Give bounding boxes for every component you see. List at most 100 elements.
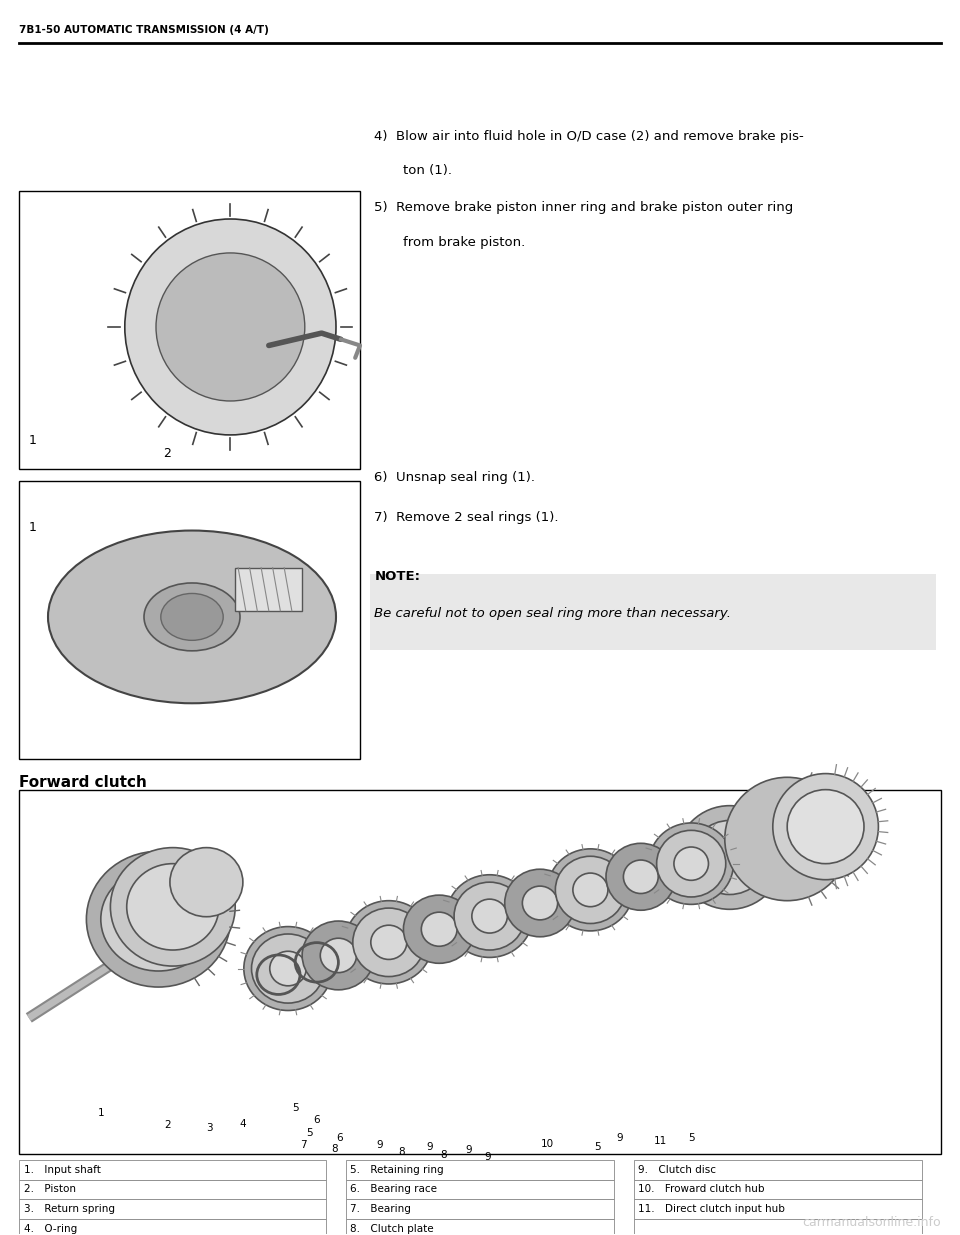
Text: 5: 5 bbox=[293, 1103, 299, 1113]
Ellipse shape bbox=[321, 939, 356, 973]
Text: 6: 6 bbox=[337, 1132, 343, 1142]
Text: carmanualsonline.info: carmanualsonline.info bbox=[803, 1216, 941, 1229]
Bar bbox=[634, 1179, 922, 1199]
Ellipse shape bbox=[125, 219, 336, 435]
Ellipse shape bbox=[127, 863, 219, 950]
Bar bbox=[634, 1160, 922, 1179]
Ellipse shape bbox=[674, 847, 708, 881]
Text: 2: 2 bbox=[163, 447, 171, 459]
Ellipse shape bbox=[623, 860, 659, 893]
Ellipse shape bbox=[101, 867, 216, 971]
Text: 1: 1 bbox=[29, 435, 36, 447]
Ellipse shape bbox=[120, 882, 197, 956]
Bar bbox=[19, 191, 360, 469]
Bar bbox=[346, 1160, 614, 1179]
Text: 5: 5 bbox=[688, 1132, 694, 1142]
Text: 5: 5 bbox=[594, 1142, 600, 1152]
Ellipse shape bbox=[86, 851, 230, 987]
Text: 9: 9 bbox=[616, 1132, 622, 1142]
Ellipse shape bbox=[156, 253, 304, 401]
Ellipse shape bbox=[446, 874, 533, 957]
Ellipse shape bbox=[454, 882, 525, 950]
Ellipse shape bbox=[252, 934, 324, 1003]
Ellipse shape bbox=[787, 789, 864, 863]
Text: 9: 9 bbox=[485, 1152, 491, 1162]
Bar bbox=[19, 1160, 326, 1179]
Bar bbox=[346, 1199, 614, 1219]
Text: 9: 9 bbox=[427, 1142, 433, 1152]
Text: Forward clutch: Forward clutch bbox=[19, 774, 147, 790]
Ellipse shape bbox=[371, 925, 407, 960]
Ellipse shape bbox=[649, 823, 733, 904]
Text: 5: 5 bbox=[306, 1128, 312, 1137]
Text: 7. Bearing: 7. Bearing bbox=[350, 1204, 411, 1214]
Ellipse shape bbox=[302, 921, 374, 989]
Ellipse shape bbox=[657, 830, 726, 897]
Ellipse shape bbox=[677, 805, 782, 909]
Ellipse shape bbox=[606, 844, 676, 910]
Text: 7B1-50 AUTOMATIC TRANSMISSION (4 A/T): 7B1-50 AUTOMATIC TRANSMISSION (4 A/T) bbox=[19, 25, 269, 35]
Ellipse shape bbox=[555, 856, 626, 924]
Text: 8: 8 bbox=[441, 1150, 446, 1160]
Bar bbox=[235, 568, 302, 611]
Text: 4)  Blow air into fluid hole in O/D case (2) and remove brake pis-: 4) Blow air into fluid hole in O/D case … bbox=[374, 130, 804, 142]
Bar bbox=[346, 1219, 614, 1235]
Ellipse shape bbox=[547, 848, 634, 931]
Text: 11: 11 bbox=[654, 1136, 667, 1146]
Bar bbox=[19, 1199, 326, 1219]
Ellipse shape bbox=[270, 951, 306, 986]
Text: 5. Retaining ring: 5. Retaining ring bbox=[350, 1165, 444, 1174]
Bar bbox=[19, 482, 360, 758]
Ellipse shape bbox=[110, 847, 235, 966]
Ellipse shape bbox=[345, 900, 432, 984]
Ellipse shape bbox=[144, 583, 240, 651]
Ellipse shape bbox=[573, 873, 608, 906]
Text: 4: 4 bbox=[240, 1119, 246, 1129]
Bar bbox=[19, 1179, 326, 1199]
Text: 8. Clutch plate: 8. Clutch plate bbox=[350, 1224, 434, 1234]
Bar bbox=[634, 1199, 922, 1219]
Bar bbox=[19, 789, 941, 1153]
Text: 1. Input shaft: 1. Input shaft bbox=[24, 1165, 101, 1174]
Ellipse shape bbox=[522, 885, 558, 920]
Bar bbox=[19, 1219, 326, 1235]
Text: 11. Direct clutch input hub: 11. Direct clutch input hub bbox=[638, 1204, 785, 1214]
Text: from brake piston.: from brake piston. bbox=[403, 236, 525, 248]
Ellipse shape bbox=[403, 895, 475, 963]
Ellipse shape bbox=[725, 777, 850, 900]
Text: 6: 6 bbox=[314, 1115, 320, 1125]
Ellipse shape bbox=[170, 847, 243, 916]
Text: 8: 8 bbox=[398, 1147, 404, 1157]
Text: 8: 8 bbox=[331, 1144, 337, 1153]
Ellipse shape bbox=[244, 926, 332, 1010]
Text: NOTE:: NOTE: bbox=[374, 571, 420, 583]
Text: 1: 1 bbox=[29, 520, 36, 534]
Bar bbox=[346, 1179, 614, 1199]
Text: 9. Clutch disc: 9. Clutch disc bbox=[638, 1165, 716, 1174]
Text: 5)  Remove brake piston inner ring and brake piston outer ring: 5) Remove brake piston inner ring and br… bbox=[374, 201, 794, 214]
Text: 9: 9 bbox=[466, 1145, 471, 1155]
Ellipse shape bbox=[161, 594, 223, 640]
Text: 3. Return spring: 3. Return spring bbox=[24, 1204, 115, 1214]
Text: 10. Froward clutch hub: 10. Froward clutch hub bbox=[638, 1184, 765, 1194]
Ellipse shape bbox=[472, 899, 507, 934]
Ellipse shape bbox=[691, 820, 768, 894]
Ellipse shape bbox=[421, 913, 457, 946]
Text: 6. Bearing race: 6. Bearing race bbox=[350, 1184, 438, 1194]
Text: 1: 1 bbox=[98, 1108, 104, 1118]
Text: 2. Piston: 2. Piston bbox=[24, 1184, 76, 1194]
Text: 3: 3 bbox=[206, 1123, 212, 1132]
Text: 4. O-ring: 4. O-ring bbox=[24, 1224, 77, 1234]
Text: ton (1).: ton (1). bbox=[403, 164, 452, 177]
Text: 7)  Remove 2 seal rings (1).: 7) Remove 2 seal rings (1). bbox=[374, 511, 559, 524]
Text: 6)  Unsnap seal ring (1).: 6) Unsnap seal ring (1). bbox=[374, 472, 536, 484]
Text: 9: 9 bbox=[376, 1140, 382, 1150]
Text: 10: 10 bbox=[540, 1139, 554, 1149]
Bar bbox=[634, 1219, 922, 1235]
Text: 2: 2 bbox=[165, 1120, 171, 1130]
Text: 7: 7 bbox=[300, 1140, 306, 1150]
Ellipse shape bbox=[352, 908, 424, 977]
Bar bbox=[370, 574, 936, 650]
Ellipse shape bbox=[48, 531, 336, 703]
Text: Be careful not to open seal ring more than necessary.: Be careful not to open seal ring more th… bbox=[374, 608, 732, 620]
